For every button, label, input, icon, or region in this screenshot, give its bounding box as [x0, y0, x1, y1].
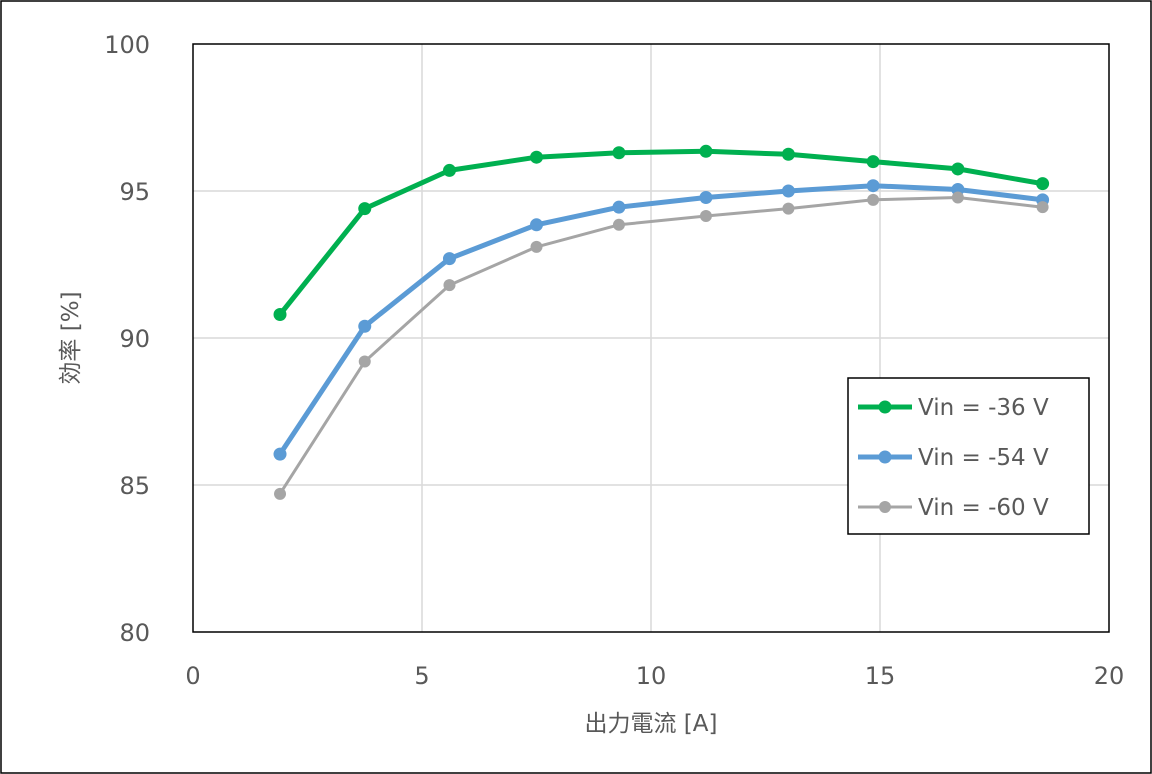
data-point [699, 190, 713, 204]
data-point [866, 179, 880, 193]
data-point [867, 193, 880, 206]
data-point [699, 209, 712, 222]
x-tick-label: 0 [185, 662, 200, 690]
data-point [782, 202, 795, 215]
legend-marker [879, 501, 891, 513]
legend-entry: Vin = -54 V [858, 445, 1049, 471]
legend-marker [878, 450, 892, 464]
data-point [612, 146, 626, 160]
series-lines [273, 144, 1050, 500]
series-line [277, 183, 1046, 457]
data-point [612, 218, 625, 231]
data-point [781, 184, 795, 198]
y-tick-label: 100 [104, 31, 150, 59]
data-point [443, 279, 456, 292]
plot-area-border [192, 43, 1110, 633]
data-point [612, 200, 626, 214]
x-tick-label: 20 [1094, 662, 1125, 690]
series-3 [274, 191, 1049, 500]
data-point [358, 202, 372, 216]
legend-entry: Vin = -36 V [858, 395, 1049, 421]
series-line [278, 196, 1045, 496]
y-tick-label: 85 [119, 472, 150, 500]
y-tick-label: 80 [119, 619, 150, 647]
data-point [273, 447, 287, 461]
data-point [866, 155, 880, 169]
data-point [273, 307, 287, 321]
data-point [1036, 201, 1049, 214]
legend-entry: Vin = -60 V [858, 495, 1049, 521]
data-point [358, 319, 372, 333]
legend-label: Vin = -36 V [918, 395, 1049, 421]
data-point [699, 144, 713, 158]
legend-label: Vin = -60 V [918, 495, 1049, 521]
x-tick-label: 15 [865, 662, 896, 690]
y-axis-title: 効率 [%] [58, 291, 84, 384]
data-point [1036, 177, 1050, 191]
data-point [530, 240, 543, 253]
data-point [530, 218, 543, 232]
y-tick-label: 95 [119, 178, 150, 206]
y-tick-label: 90 [119, 325, 150, 353]
x-tick-label: 10 [636, 662, 667, 690]
data-point [530, 150, 543, 164]
data-point [951, 162, 965, 176]
legend-marker [878, 400, 892, 414]
series-line [277, 148, 1046, 317]
x-axis-title: 出力電流 [A] [585, 711, 718, 737]
data-point [442, 163, 456, 177]
legend: Vin = -36 V Vin = -54 V Vin = -60 V [847, 377, 1090, 535]
series-1 [273, 144, 1050, 321]
data-point [274, 487, 287, 500]
x-tick-label: 5 [414, 662, 429, 690]
data-point [951, 191, 964, 204]
data-point [442, 252, 456, 266]
data-point [781, 147, 795, 161]
tick-labels: 80 85 90 95 100 0 5 10 15 20 [104, 31, 1124, 690]
data-point [358, 355, 371, 368]
legend-label: Vin = -54 V [918, 445, 1049, 471]
